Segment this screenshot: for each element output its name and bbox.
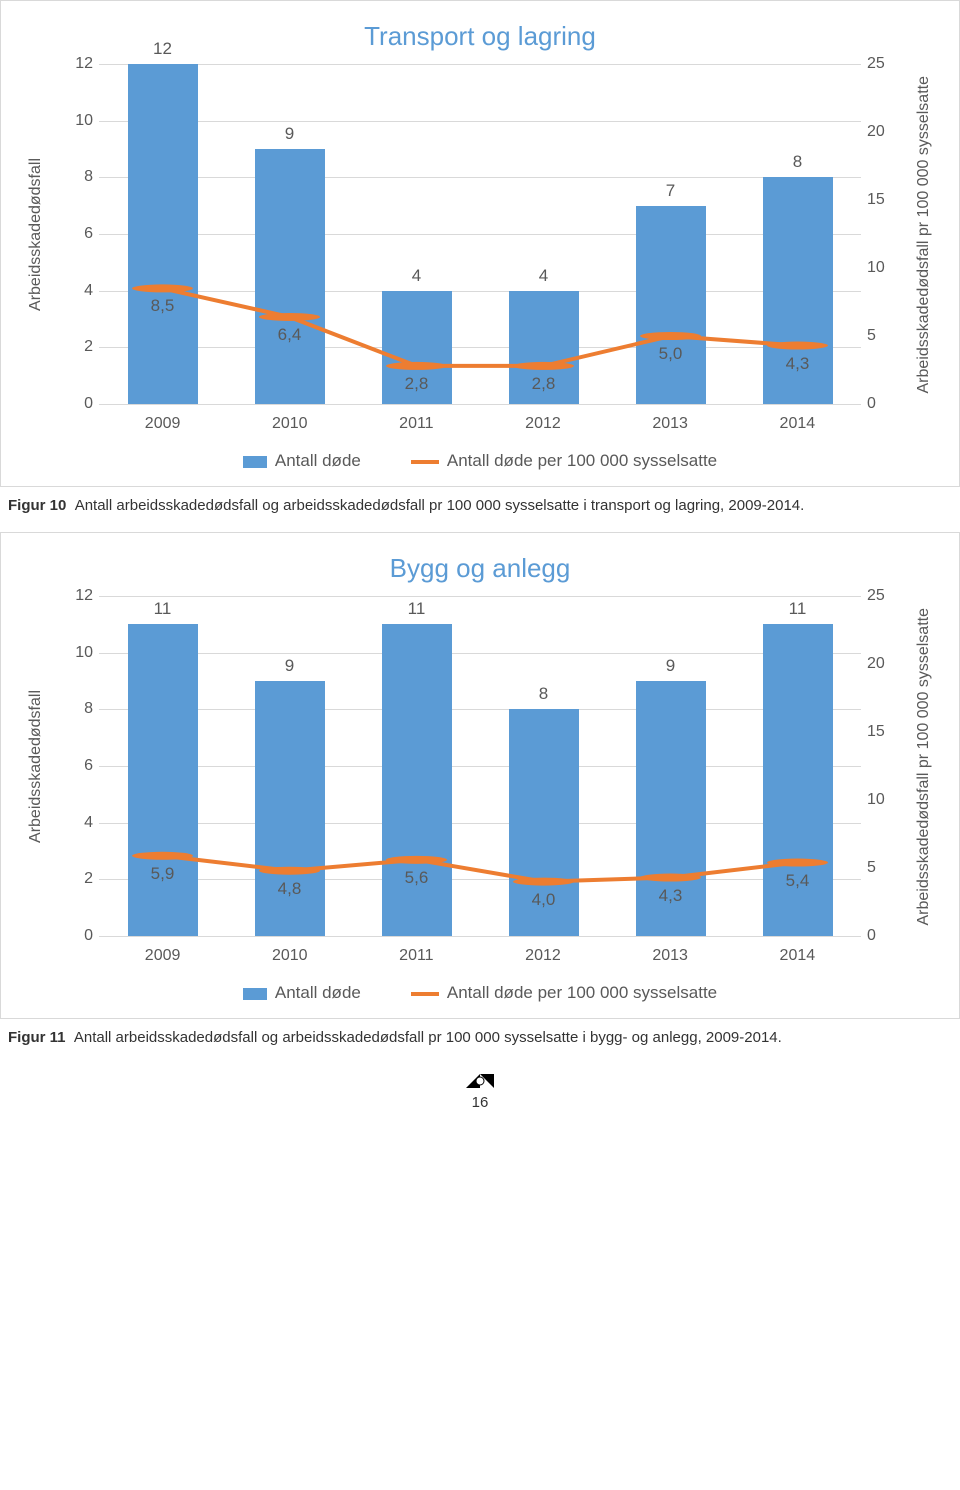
footer-logo-icon	[466, 1074, 494, 1088]
x-tick-label: 2012	[525, 415, 561, 433]
plot-area: 12 9 4 4 7 8 8,5 6,4 2,8 2,8 5,0 4,3	[99, 64, 861, 405]
x-tick-label: 2013	[652, 415, 688, 433]
y-right-axis-label: Arbeidsskadedødsfall pr 100 000 sysselsa…	[909, 64, 939, 405]
y-left-tick: 2	[84, 870, 93, 888]
y-right-axis-label: Arbeidsskadedødsfall pr 100 000 sysselsa…	[909, 596, 939, 937]
chart-title: Bygg og anlegg	[21, 553, 939, 584]
legend-item-line: Antall døde per 100 000 sysselsatte	[411, 451, 717, 471]
bar-value-label: 9	[285, 124, 294, 144]
y-left-tick: 6	[84, 225, 93, 243]
bar-value-label: 7	[666, 181, 675, 201]
bar-value-label: 11	[789, 599, 807, 619]
line-value-label: 4,0	[532, 890, 556, 910]
y-right-tick: 15	[867, 191, 885, 209]
x-tick-label: 2014	[780, 947, 816, 965]
line-value-label: 5,6	[405, 868, 429, 888]
bar-value-label: 9	[285, 656, 294, 676]
bar-group: 11 9 11 8 9 11	[99, 596, 861, 936]
y-right-tick: 10	[867, 791, 885, 809]
bar-value-label: 8	[793, 152, 802, 172]
bar-value-label: 8	[539, 684, 548, 704]
x-axis: 2009 2010 2011 2012 2013 2014	[99, 947, 861, 965]
y-left-tick: 10	[75, 644, 93, 662]
y-left-tick: 10	[75, 112, 93, 130]
x-tick-label: 2013	[652, 947, 688, 965]
page-number: 16	[0, 1094, 960, 1111]
y-left-axis: 121086420	[51, 596, 99, 936]
y-left-axis: 121086420	[51, 64, 99, 404]
y-left-tick: 12	[75, 587, 93, 605]
y-right-tick: 25	[867, 55, 885, 73]
bar: 11	[128, 599, 198, 936]
y-left-tick: 0	[84, 395, 93, 413]
bar: 7	[636, 181, 706, 404]
line-value-label: 8,5	[151, 296, 175, 316]
bar-value-label: 12	[153, 39, 172, 59]
x-axis: 2009 2010 2011 2012 2013 2014	[99, 415, 861, 433]
x-tick-label: 2011	[399, 415, 433, 433]
bar-value-label: 11	[408, 599, 426, 619]
line-value-label: 6,4	[278, 325, 302, 345]
x-tick-label: 2014	[780, 415, 816, 433]
legend-item-bar: Antall døde	[243, 983, 361, 1003]
bar: 9	[255, 124, 325, 404]
y-right-tick: 0	[867, 927, 876, 945]
bar-value-label: 9	[666, 656, 675, 676]
y-right-axis: 2520151050	[861, 596, 909, 936]
y-right-tick: 20	[867, 655, 885, 673]
y-right-tick: 25	[867, 587, 885, 605]
legend-item-line: Antall døde per 100 000 sysselsatte	[411, 983, 717, 1003]
x-tick-label: 2009	[145, 415, 181, 433]
chart-card: Transport og lagring Arbeidsskadedødsfal…	[0, 0, 960, 487]
legend: Antall døde Antall døde per 100 000 syss…	[21, 983, 939, 1003]
line-value-label: 2,8	[532, 374, 556, 394]
y-left-tick: 4	[84, 282, 93, 300]
bar-value-label: 4	[539, 266, 548, 286]
bar-group: 12 9 4 4 7 8	[99, 64, 861, 404]
y-left-axis-label: Arbeidsskadedødsfall	[21, 64, 51, 405]
line-value-label: 4,3	[659, 886, 683, 906]
x-tick-label: 2010	[272, 947, 308, 965]
x-tick-label: 2009	[145, 947, 181, 965]
legend-item-bar: Antall døde	[243, 451, 361, 471]
line-value-label: 5,4	[786, 871, 810, 891]
y-left-tick: 12	[75, 55, 93, 73]
legend: Antall døde Antall døde per 100 000 syss…	[21, 451, 939, 471]
page-footer: 16	[0, 1074, 960, 1111]
y-right-tick: 0	[867, 395, 876, 413]
y-right-tick: 5	[867, 859, 876, 877]
y-left-tick: 8	[84, 700, 93, 718]
x-tick-label: 2010	[272, 415, 308, 433]
bar-value-label: 4	[412, 266, 421, 286]
figure-caption: Figur 10 Antall arbeidsskadedødsfall og …	[0, 487, 960, 532]
line-value-label: 5,9	[151, 864, 175, 884]
line-value-label: 4,8	[278, 879, 302, 899]
y-left-tick: 4	[84, 814, 93, 832]
line-value-label: 4,3	[786, 354, 810, 374]
y-left-tick: 0	[84, 927, 93, 945]
y-right-tick: 10	[867, 259, 885, 277]
y-right-axis: 2520151050	[861, 64, 909, 404]
y-left-tick: 8	[84, 168, 93, 186]
y-right-tick: 20	[867, 123, 885, 141]
x-tick-label: 2011	[399, 947, 433, 965]
line-value-label: 5,0	[659, 344, 683, 364]
y-right-tick: 5	[867, 327, 876, 345]
y-left-axis-label: Arbeidsskadedødsfall	[21, 596, 51, 937]
chart-card: Bygg og anlegg Arbeidsskadedødsfall 12 10…	[0, 532, 960, 1019]
y-left-tick: 6	[84, 757, 93, 775]
plot-area: 11 9 11 8 9 11 5,9 4,8 5,6 4,0 4,3 5,4	[99, 596, 861, 937]
line-value-label: 2,8	[405, 374, 429, 394]
bar: 12	[128, 39, 198, 404]
y-left-tick: 2	[84, 338, 93, 356]
y-right-tick: 15	[867, 723, 885, 741]
figure-caption: Figur 11 Antall arbeidsskadedødsfall og …	[0, 1019, 960, 1064]
x-tick-label: 2012	[525, 947, 561, 965]
bar-value-label: 11	[154, 599, 172, 619]
